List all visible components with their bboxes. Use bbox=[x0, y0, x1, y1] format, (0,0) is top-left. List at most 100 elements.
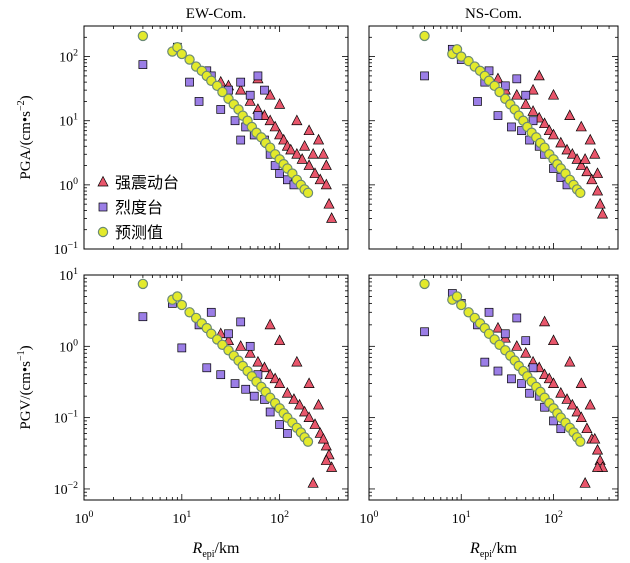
triangle-point bbox=[527, 105, 539, 116]
triangle-point bbox=[547, 334, 560, 346]
triangle-point bbox=[520, 98, 532, 109]
square-point bbox=[194, 97, 204, 106]
triangle-point bbox=[564, 109, 576, 121]
triangle-point bbox=[581, 422, 593, 434]
plot-area bbox=[419, 30, 609, 219]
circle-point bbox=[575, 187, 586, 199]
y-tick-label: 10−2 bbox=[54, 480, 79, 498]
square-point bbox=[420, 71, 429, 81]
triangle-point bbox=[299, 405, 311, 417]
series-triangle bbox=[492, 69, 609, 219]
triangle-point bbox=[264, 114, 276, 126]
panel-3: 10−2 10−1 100 101 100 101 102 PGV/(cm•s−1) Repi/… bbox=[16, 266, 349, 560]
triangle-point bbox=[591, 461, 604, 472]
triangle-point bbox=[575, 120, 587, 132]
triangle-point bbox=[309, 418, 321, 429]
triangle-point bbox=[323, 197, 335, 209]
triangle-point bbox=[547, 128, 560, 140]
plot-area bbox=[419, 278, 609, 488]
square-point bbox=[507, 374, 516, 384]
triangle-point bbox=[579, 153, 591, 164]
legend-circle-marker bbox=[97, 226, 109, 238]
series-square bbox=[420, 289, 566, 434]
square-point bbox=[236, 317, 246, 327]
square-point bbox=[275, 169, 284, 178]
square-point bbox=[236, 77, 246, 87]
square-point bbox=[512, 313, 522, 323]
triangle-point bbox=[291, 355, 303, 367]
triangle-point bbox=[299, 140, 311, 151]
triangle-point bbox=[596, 207, 609, 219]
square-point bbox=[185, 77, 194, 87]
square-point bbox=[253, 111, 263, 121]
triangle-point bbox=[285, 143, 297, 155]
plot-frame bbox=[83, 274, 349, 501]
triangle-point bbox=[264, 318, 276, 330]
triangle-point bbox=[589, 148, 601, 159]
square-point bbox=[206, 307, 216, 317]
triangle-point bbox=[561, 143, 573, 155]
x-tick-label: 102 bbox=[270, 509, 289, 527]
circle-point bbox=[302, 187, 314, 199]
legend-label: 预测值 bbox=[115, 223, 163, 242]
square-point bbox=[528, 116, 538, 126]
triangle-point bbox=[566, 148, 578, 159]
triangle-point bbox=[317, 148, 329, 159]
triangle-point bbox=[291, 148, 303, 159]
triangle-point bbox=[511, 340, 523, 351]
square-point bbox=[249, 391, 259, 401]
triangle-point bbox=[307, 148, 319, 159]
legend-item: 强震动台 bbox=[97, 173, 179, 192]
triangle-point bbox=[320, 439, 332, 451]
legend-square-marker bbox=[98, 202, 108, 212]
triangle-point bbox=[520, 346, 532, 358]
triangle-point bbox=[591, 167, 604, 178]
square-point bbox=[484, 307, 494, 317]
square-point bbox=[512, 74, 522, 84]
plot-area bbox=[137, 30, 338, 223]
triangle-point bbox=[591, 443, 604, 455]
triangle-point bbox=[274, 377, 286, 388]
square-point bbox=[202, 363, 212, 373]
y-tick-label: 101 bbox=[59, 266, 78, 284]
series-square bbox=[138, 299, 292, 438]
triangle-point bbox=[575, 411, 587, 422]
plot-frame bbox=[368, 25, 619, 250]
triangle-point bbox=[252, 355, 264, 367]
triangle-point bbox=[235, 340, 247, 351]
y-tick-label: 101 bbox=[59, 112, 78, 130]
triangle-point bbox=[264, 368, 276, 380]
triangle-point bbox=[571, 405, 583, 417]
square-point bbox=[245, 341, 255, 351]
x-tick-label: 102 bbox=[544, 509, 563, 527]
triangle-point bbox=[320, 178, 332, 190]
square-point bbox=[283, 175, 292, 185]
triangle-point bbox=[312, 133, 325, 145]
triangle-point bbox=[579, 477, 591, 488]
square-point bbox=[265, 407, 275, 417]
legend-triangle-marker bbox=[97, 175, 109, 187]
triangle-point bbox=[586, 173, 598, 185]
x-axis-label: Repi/km bbox=[469, 540, 517, 560]
triangle-point bbox=[584, 133, 596, 145]
triangle-point bbox=[538, 117, 551, 129]
series-triangle bbox=[492, 315, 609, 488]
x-tick-label: 101 bbox=[452, 509, 471, 527]
panel-1: 10−1 100 101 102 EW-Com. PGA/(cm•s−2) 强震动台烈度台预… bbox=[16, 6, 349, 258]
triangle-point bbox=[291, 114, 303, 126]
triangle-point bbox=[294, 398, 306, 410]
triangle-point bbox=[309, 167, 321, 178]
y-tick-label: 10−1 bbox=[54, 409, 79, 427]
series-triangle bbox=[215, 318, 338, 488]
square-point bbox=[241, 384, 251, 394]
triangle-point bbox=[235, 83, 247, 95]
square-point bbox=[230, 379, 240, 388]
series-triangle bbox=[215, 72, 338, 223]
square-point bbox=[473, 97, 482, 106]
square-point bbox=[216, 105, 226, 114]
x-tick-label: 101 bbox=[172, 509, 191, 527]
series-square bbox=[138, 42, 299, 190]
triangle-point bbox=[244, 346, 256, 358]
